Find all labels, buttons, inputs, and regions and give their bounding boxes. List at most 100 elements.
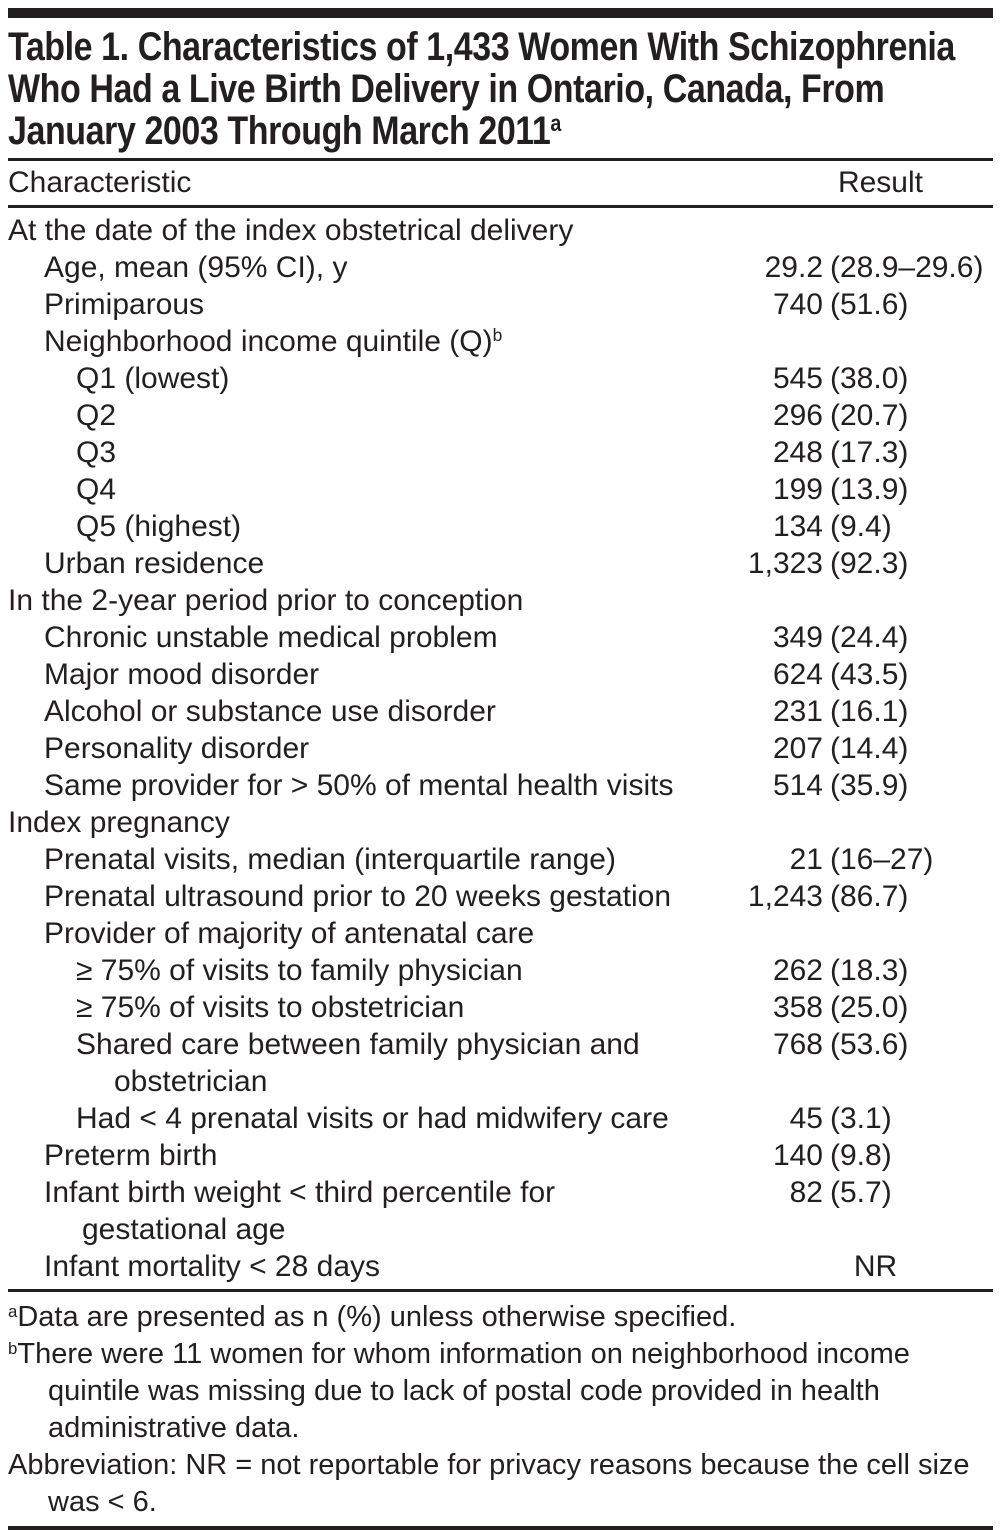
table-row: Preterm birth 140 (9.8) (8, 1137, 993, 1174)
table-title-line: Who Had a Live Birth Delivery in Ontario… (8, 67, 885, 111)
result-count: 231 (772, 695, 823, 728)
result-percentage: (9.4) (830, 510, 892, 543)
row-result: 134 (9.4) (693, 508, 993, 545)
row-label: Major mood disorder (8, 656, 693, 693)
row-label-text: Infant birth weight < third percentile f… (44, 1176, 556, 1246)
footnote-superscript: b (8, 1338, 18, 1358)
row-label: Infant mortality < 28 days (8, 1248, 693, 1285)
result-count: 545 (772, 362, 823, 395)
result-count: 349 (772, 621, 823, 654)
row-result: 1,323 (92.3) (693, 545, 993, 582)
row-result: 45 (3.1) (693, 1100, 993, 1137)
footnote-text: There were 11 women for whom information… (17, 1338, 910, 1444)
row-result (693, 804, 993, 841)
result-percentage: (24.4) (830, 621, 909, 654)
table-row: Major mood disorder 624 (43.5) (8, 656, 993, 693)
row-label: Had < 4 prenatal visits or had midwifery… (8, 1100, 693, 1137)
bottom-rule (8, 1526, 993, 1530)
row-label: Prenatal ultrasound prior to 20 weeks ge… (8, 878, 693, 915)
row-label-text: Q2 (76, 399, 117, 432)
table-row: Prenatal visits, median (interquartile r… (8, 841, 993, 878)
result-percentage: (35.9) (830, 769, 909, 802)
row-label-text: Preterm birth (44, 1139, 218, 1172)
row-label-text: Neighborhood income quintile (Q) (44, 325, 493, 358)
row-label: ≥ 75% of visits to obstetrician (8, 989, 693, 1026)
title-superscript: a (550, 110, 561, 137)
table-row: In the 2-year period prior to conception (8, 582, 993, 619)
result-count: 1,323 (747, 547, 823, 580)
row-label: At the date of the index obstetrical del… (8, 212, 693, 249)
result-percentage: (3.1) (830, 1102, 892, 1135)
row-label: Neighborhood income quintile (Q)b (8, 323, 693, 360)
result-count: 140 (772, 1139, 823, 1172)
row-result (693, 323, 993, 360)
table-row: Infant birth weight < third percentile f… (8, 1174, 993, 1248)
result-count: 262 (772, 954, 823, 987)
row-label-text: Primiparous (44, 288, 205, 321)
row-label-text: Q3 (76, 436, 117, 469)
table-title-line: January 2003 Through March 2011a (8, 109, 561, 153)
table-title: Table 1. Characteristics of 1,433 Women … (8, 18, 993, 158)
row-label-text: Chronic unstable medical problem (44, 621, 498, 654)
result-percentage: (13.9) (830, 473, 909, 506)
column-header-result: Result (837, 166, 923, 199)
footnote-superscript: a (8, 1301, 18, 1321)
table-row: Q2 296 (20.7) (8, 397, 993, 434)
row-label-text: Prenatal visits, median (interquartile r… (44, 843, 616, 876)
row-label: Same provider for > 50% of mental health… (8, 767, 693, 804)
table-row: Q5 (highest) 134 (9.4) (8, 508, 993, 545)
row-label: Provider of majority of antenatal care (8, 915, 693, 952)
row-label: Primiparous (8, 286, 693, 323)
row-label-superscript: b (492, 325, 503, 346)
result-percentage: (38.0) (830, 362, 909, 395)
table-row: Age, mean (95% CI), y 29.2 (28.9–29.6) (8, 249, 993, 286)
table-row: Provider of majority of antenatal care (8, 915, 993, 952)
result-percentage: (17.3) (830, 436, 909, 469)
table-row: Q3 248 (17.3) (8, 434, 993, 471)
row-label-text: Same provider for > 50% of mental health… (44, 769, 674, 802)
table-body: At the date of the index obstetrical del… (8, 208, 993, 1289)
row-label: In the 2-year period prior to conception (8, 582, 693, 619)
row-label-text: Urban residence (44, 547, 265, 580)
footnote-text: Data are presented as n (%) unless other… (17, 1301, 737, 1333)
row-label: Alcohol or substance use disorder (8, 693, 693, 730)
result-count: 624 (772, 658, 823, 691)
result-percentage: (92.3) (830, 547, 909, 580)
result-percentage: (5.7) (830, 1176, 892, 1209)
rule-above-header (8, 158, 993, 161)
row-label: Prenatal visits, median (interquartile r… (8, 841, 693, 878)
footnote-text: Abbreviation: NR = not reportable for pr… (8, 1449, 970, 1518)
row-label-text: Major mood disorder (44, 658, 320, 691)
row-result: 1,243 (86.7) (693, 878, 993, 915)
result-percentage: (51.6) (830, 288, 909, 321)
rule-above-footnotes (8, 1289, 993, 1292)
row-result: 624 (43.5) (693, 656, 993, 693)
row-label: Q4 (8, 471, 693, 508)
footnote: bThere were 11 women for whom informatio… (8, 1336, 993, 1447)
result-percentage: (16–27) (830, 843, 934, 876)
row-result: 29.2 (28.9–29.6) (693, 249, 993, 286)
result-count: 1,243 (747, 880, 823, 913)
row-label-text: Alcohol or substance use disorder (44, 695, 496, 728)
result-count: 82 (789, 1176, 823, 1209)
row-label-text: Provider of majority of antenatal care (44, 917, 535, 950)
result-percentage: (16.1) (830, 695, 909, 728)
result-count: 134 (772, 510, 823, 543)
row-result: 262 (18.3) (693, 952, 993, 989)
row-label: Q5 (highest) (8, 508, 693, 545)
table-row: Chronic unstable medical problem 349 (24.… (8, 619, 993, 656)
row-result: 199 (13.9) (693, 471, 993, 508)
row-result: 248 (17.3) (693, 434, 993, 471)
result-percentage: (25.0) (830, 991, 909, 1024)
column-header-characteristic: Characteristic (8, 166, 192, 199)
table-row: Same provider for > 50% of mental health… (8, 767, 993, 804)
row-label: Urban residence (8, 545, 693, 582)
row-result: 296 (20.7) (693, 397, 993, 434)
row-label-text: Q1 (lowest) (76, 362, 230, 395)
result-count: 248 (772, 436, 823, 469)
row-label: Q1 (lowest) (8, 360, 693, 397)
row-result: 82 (5.7) (693, 1174, 993, 1248)
table-row: Primiparous 740 (51.6) (8, 286, 993, 323)
row-result: 740 (51.6) (693, 286, 993, 323)
